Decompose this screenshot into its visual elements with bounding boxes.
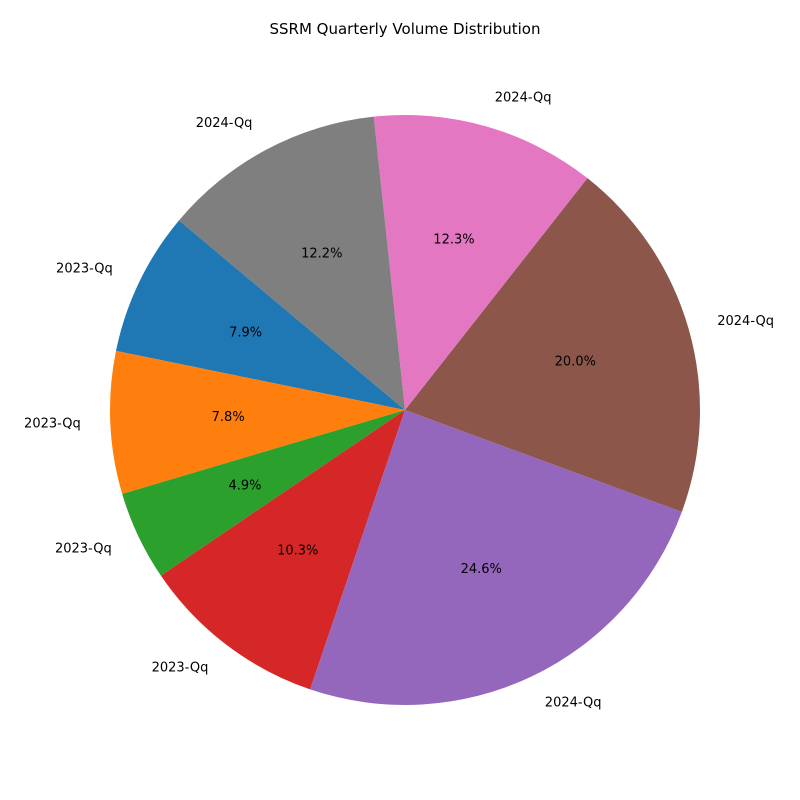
slice-percent-6: 12.3% (433, 232, 474, 247)
chart-title: SSRM Quarterly Volume Distribution (269, 20, 540, 38)
pie-slice-7 (179, 116, 405, 411)
slice-label-1: 2023-Qq (24, 417, 81, 432)
slice-percent-5: 20.0% (555, 354, 596, 369)
pie-slice-2 (122, 410, 406, 576)
slice-label-6: 2024-Qq (495, 91, 552, 106)
slice-label-4: 2024-Qq (545, 695, 602, 710)
slice-percent-3: 10.3% (277, 543, 318, 558)
pie-slice-5 (405, 178, 700, 512)
slice-percent-7: 12.2% (301, 246, 342, 261)
slice-label-0: 2023-Qq (56, 261, 113, 276)
slice-percent-0: 7.9% (229, 326, 262, 341)
slice-percent-1: 7.8% (212, 410, 245, 425)
slice-percent-2: 4.9% (229, 478, 262, 493)
pie-slice-0 (115, 220, 406, 410)
slice-label-2: 2023-Qq (55, 541, 112, 556)
slice-label-3: 2023-Qq (152, 661, 209, 676)
pie-slice-6 (373, 115, 588, 410)
slice-percent-4: 24.6% (461, 562, 502, 577)
pie-slices (110, 115, 700, 705)
slice-label-7: 2024-Qq (196, 116, 253, 131)
pie-slice-4 (310, 410, 682, 705)
slice-label-5: 2024-Qq (717, 314, 774, 329)
pie-labels: 2023-Qq 7.9% 2023-Qq 7.8% 2023-Qq 4.9% 2023-Qq… (24, 91, 774, 711)
pie-slice-3 (160, 410, 405, 690)
pie-slice-1 (110, 350, 406, 494)
